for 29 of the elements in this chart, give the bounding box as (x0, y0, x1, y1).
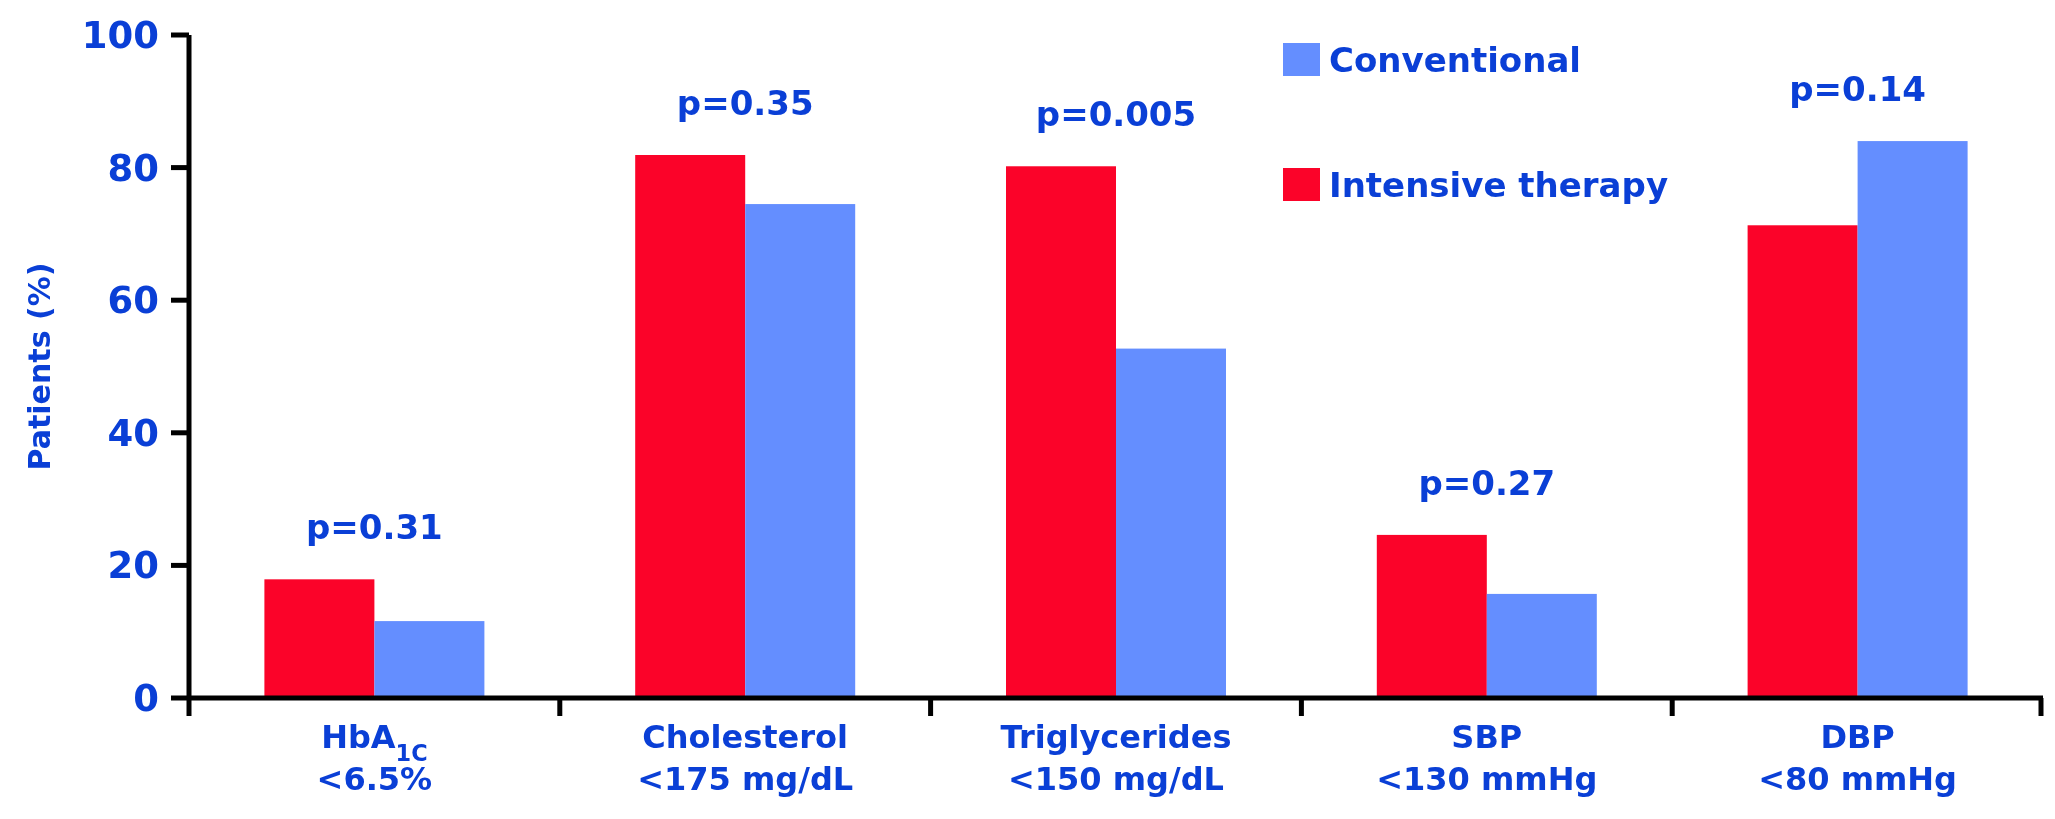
annotation: p=0.005 (1035, 94, 1197, 135)
x-tick-label: HbA$_{1C}$ <6.5% (316, 718, 433, 798)
bar (1486, 593, 1597, 698)
y-tick-label: 0 (133, 676, 159, 720)
annotation: p=0.35 (676, 83, 814, 123)
annotation: p=0.27 (1418, 462, 1556, 503)
y-tick-label: 20 (107, 544, 159, 588)
y-tick-label: 60 (107, 279, 159, 323)
bar (1376, 534, 1487, 698)
bar (1857, 141, 1968, 698)
y-tick-label: 80 (107, 146, 159, 190)
bar (745, 204, 856, 698)
bar (374, 621, 485, 698)
x-tick-label: Triglycerides <150 mg/dL (1000, 718, 1232, 798)
x-tick-label: Cholesterol <175 mg/dL (637, 718, 854, 798)
legend-label: Conventional (1329, 39, 1582, 80)
annotation: p=0.14 (1789, 69, 1926, 110)
bar (264, 579, 375, 698)
annotation: p=0.31 (306, 507, 443, 548)
x-tick-label: SBP <130 mmHg (1376, 718, 1598, 798)
x-tick-label: DBP <80 mmHg (1758, 718, 1958, 798)
bar (1747, 225, 1858, 698)
legend-label: Intensive therapy (1329, 164, 1669, 205)
y-tick-label: 100 (81, 13, 159, 57)
y-axis-title: Patients (%) (22, 262, 57, 471)
bar (1116, 348, 1226, 698)
y-tick-label: 40 (107, 411, 159, 455)
bar (635, 155, 746, 698)
bar (1006, 166, 1116, 698)
